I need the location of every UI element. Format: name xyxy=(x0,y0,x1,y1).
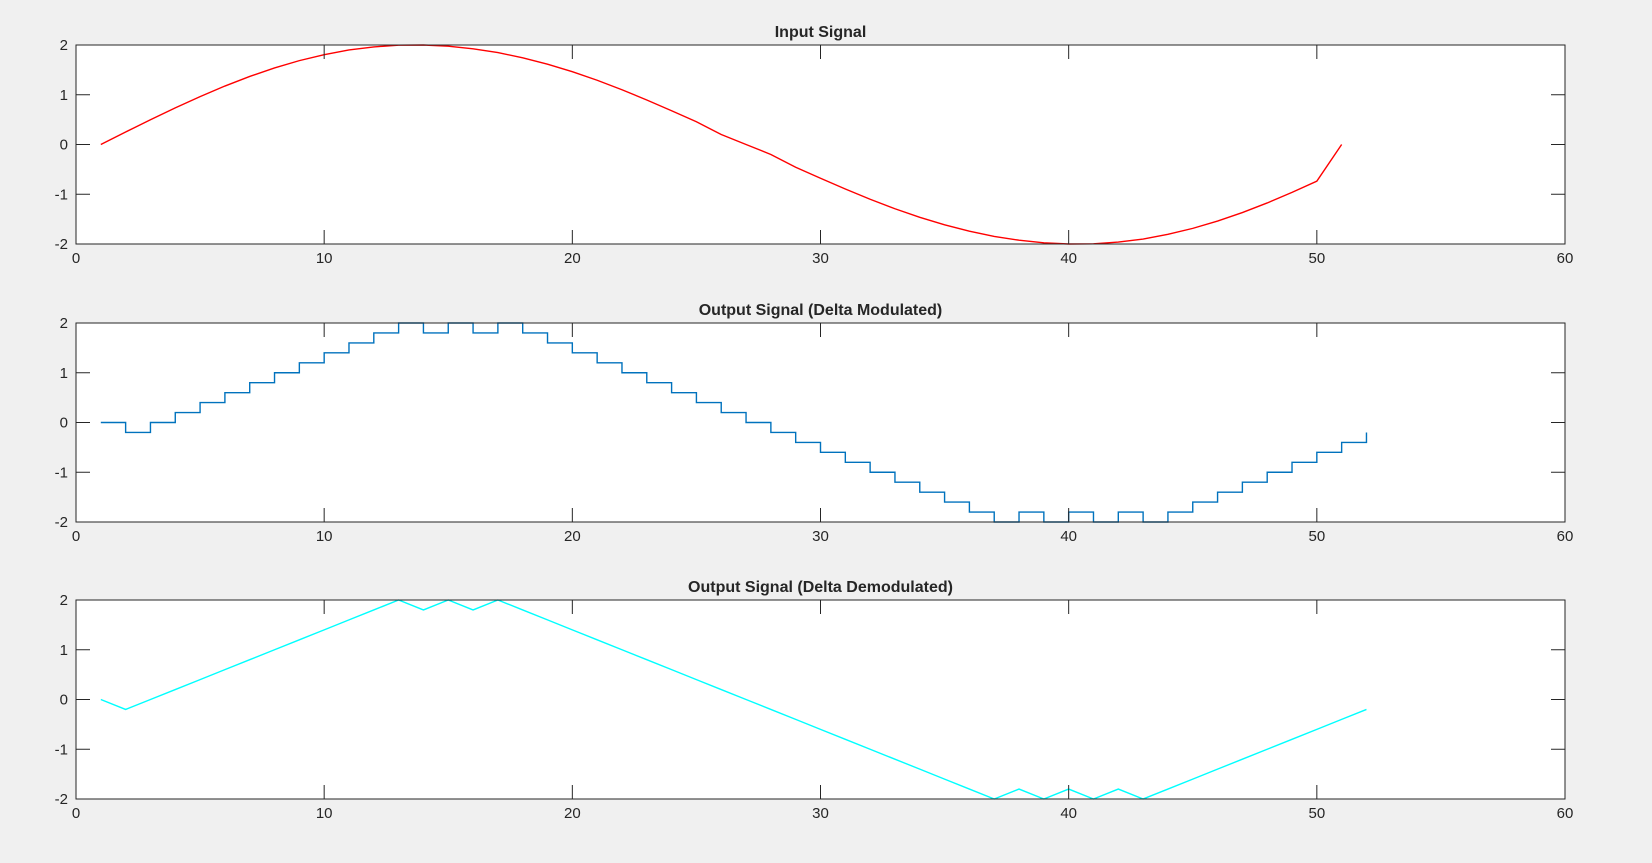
x-tick-label: 40 xyxy=(1060,805,1077,822)
axes-background xyxy=(76,323,1565,522)
x-tick-label: 0 xyxy=(72,250,80,267)
y-tick-label: 0 xyxy=(60,415,68,432)
series-line-1 xyxy=(100,44,1343,245)
y-tick-label: 2 xyxy=(60,315,68,332)
y-tick-label: 0 xyxy=(60,137,68,154)
y-tick-label: 1 xyxy=(60,365,68,382)
plot-title: Input Signal xyxy=(775,24,867,41)
y-tick-label: 2 xyxy=(60,592,68,609)
x-tick-label: 20 xyxy=(564,805,581,822)
x-tick-label: 50 xyxy=(1308,250,1325,267)
y-tick-label: 1 xyxy=(60,642,68,659)
x-tick-label: 60 xyxy=(1557,805,1574,822)
y-tick-label: -2 xyxy=(55,236,68,253)
plot-title: Output Signal (Delta Demodulated) xyxy=(688,579,953,596)
y-tick-label: 0 xyxy=(60,692,68,709)
axes-background xyxy=(76,45,1565,244)
x-tick-label: 60 xyxy=(1557,528,1574,545)
y-tick-label: -2 xyxy=(55,791,68,808)
y-tick-label: 1 xyxy=(60,87,68,104)
axes-background xyxy=(76,600,1565,799)
x-tick-label: 30 xyxy=(812,805,829,822)
plot-title: Output Signal (Delta Modulated) xyxy=(699,302,943,319)
x-tick-label: 50 xyxy=(1308,805,1325,822)
x-tick-label: 50 xyxy=(1308,528,1325,545)
series-line-1 xyxy=(100,599,1367,800)
x-tick-label: 20 xyxy=(564,250,581,267)
x-tick-label: 10 xyxy=(316,250,333,267)
x-tick-label: 10 xyxy=(316,805,333,822)
y-tick-label: -1 xyxy=(55,186,68,203)
x-tick-label: 10 xyxy=(316,528,333,545)
x-tick-label: 0 xyxy=(72,805,80,822)
y-tick-label: 2 xyxy=(60,37,68,54)
y-tick-label: -2 xyxy=(55,514,68,531)
y-tick-label: -1 xyxy=(55,741,68,758)
x-tick-label: 30 xyxy=(812,250,829,267)
y-tick-label: -1 xyxy=(55,464,68,481)
x-tick-label: 60 xyxy=(1557,250,1574,267)
x-tick-label: 40 xyxy=(1060,528,1077,545)
x-tick-label: 0 xyxy=(72,528,80,545)
x-tick-label: 20 xyxy=(564,528,581,545)
x-tick-label: 30 xyxy=(812,528,829,545)
x-tick-label: 40 xyxy=(1060,250,1077,267)
